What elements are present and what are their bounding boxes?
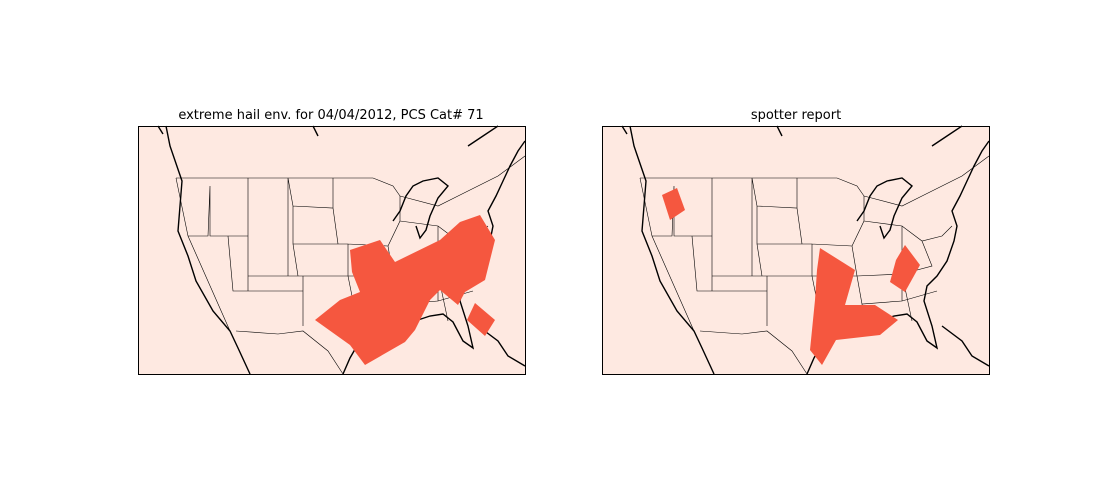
map-panel: extreme hail env. for 04/04/2012, PCS Ca… — [137, 108, 526, 375]
report-region — [662, 188, 685, 220]
panel-frame — [602, 126, 990, 375]
panel-title: extreme hail env. for 04/04/2012, PCS Ca… — [178, 108, 483, 123]
map-panel: spotter report — [601, 108, 990, 375]
panel-title: spotter report — [751, 108, 841, 123]
panel-frame — [138, 126, 526, 375]
report-region — [890, 245, 920, 292]
hail-region — [315, 215, 495, 365]
hail-region — [467, 303, 495, 336]
report-region — [810, 248, 898, 365]
basemap — [601, 125, 990, 375]
